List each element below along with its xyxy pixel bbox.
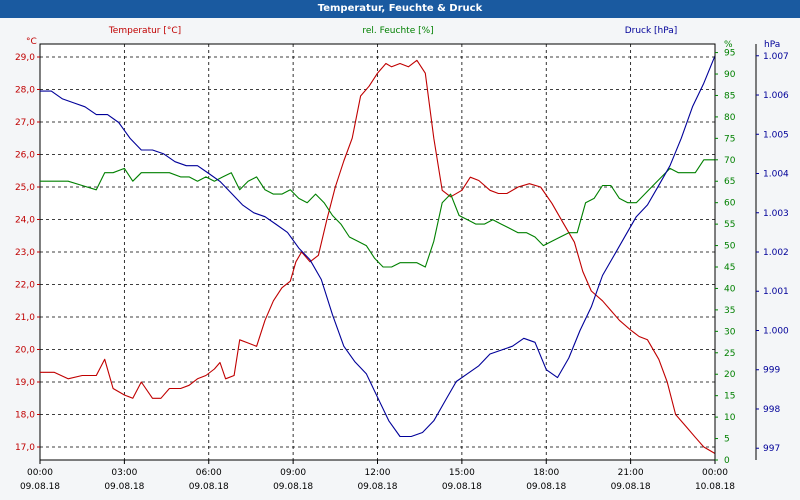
- temperature-tick-label: 23,0: [15, 248, 35, 258]
- chart-title: Temperatur, Feuchte & Druck: [0, 0, 800, 18]
- humidity-tick-label: 0: [724, 456, 730, 466]
- pressure-tick-label: 1.003: [763, 209, 789, 219]
- temperature-tick-label: 20,0: [15, 346, 35, 356]
- humidity-tick-label: 25: [724, 349, 735, 359]
- temperature-tick-label: 28,0: [15, 86, 35, 96]
- humidity-tick-label: 75: [724, 134, 735, 144]
- grid-lines: [40, 44, 715, 460]
- humidity-tick-label: 40: [724, 284, 736, 294]
- humidity-tick-label: 55: [724, 220, 735, 230]
- pressure-tick-label: 1.005: [763, 130, 789, 140]
- humidity-tick-label: 5: [724, 435, 730, 445]
- pressure-tick-label: 998: [763, 405, 780, 415]
- temperature-tick-label: 17,0: [15, 443, 35, 453]
- humidity-tick-label: 20: [724, 370, 736, 380]
- humidity-tick-label: 65: [724, 177, 735, 187]
- temperature-tick-label: 27,0: [15, 118, 35, 128]
- humidity-tick-label: 90: [724, 70, 736, 80]
- temperature-tick-label: 24,0: [15, 216, 35, 226]
- humidity-series-line: [40, 159, 715, 268]
- temperature-tick-label: 21,0: [15, 313, 35, 323]
- x-tick-date-label: 09.08.18: [189, 482, 229, 492]
- x-tick-time-label: 09:00: [280, 468, 306, 478]
- temperature-tick-label: 18,0: [15, 411, 35, 421]
- pressure-tick-label: 1.001: [763, 287, 789, 297]
- temperature-legend: Temperatur [°C]: [108, 26, 181, 36]
- temperature-unit-label: °C: [26, 37, 37, 47]
- temperature-tick-label: 29,0: [15, 53, 35, 63]
- x-tick-date-label: 10.08.18: [695, 482, 735, 492]
- x-tick-time-label: 15:00: [449, 468, 475, 478]
- x-tick-date-label: 09.08.18: [273, 482, 313, 492]
- pressure-tick-label: 1.000: [763, 326, 789, 336]
- x-tick-date-label: 09.08.18: [611, 482, 651, 492]
- pressure-unit-label: hPa: [764, 40, 780, 50]
- humidity-tick-label: 60: [724, 199, 736, 209]
- humidity-tick-label: 30: [724, 327, 736, 337]
- pressure-tick-label: 997: [763, 444, 780, 454]
- pressure-tick-label: 1.007: [763, 52, 789, 62]
- humidity-tick-label: 45: [724, 263, 735, 273]
- pressure-tick-label: 999: [763, 366, 780, 376]
- pressure-tick-label: 1.002: [763, 248, 789, 258]
- temperature-tick-label: 22,0: [15, 281, 35, 291]
- humidity-tick-label: 70: [724, 156, 736, 166]
- x-tick-time-label: 18:00: [533, 468, 559, 478]
- humidity-tick-label: 95: [724, 49, 735, 59]
- chart-canvas: 00:00 09.08.18 03:00 09.08.18 06:00 09.08.18 0…: [15, 26, 789, 492]
- pressure-legend: Druck [hPa]: [625, 26, 678, 36]
- humidity-tick-label: 80: [724, 113, 736, 123]
- pressure-series-line: [40, 55, 716, 438]
- x-tick-time-label: 12:00: [365, 468, 391, 478]
- x-tick-date-label: 09.08.18: [357, 482, 397, 492]
- humidity-tick-label: 10: [724, 413, 736, 423]
- pressure-tick-label: 1.004: [763, 170, 789, 180]
- x-tick-time-label: 03:00: [111, 468, 137, 478]
- x-tick-date-label: 09.08.18: [20, 482, 60, 492]
- x-tick-date-label: 09.08.18: [526, 482, 566, 492]
- humidity-unit-label: %: [724, 40, 733, 50]
- x-tick-time-label: 06:00: [196, 468, 222, 478]
- temperature-series-line: [40, 59, 716, 454]
- x-tick-time-label: 00:00: [27, 468, 53, 478]
- humidity-tick-label: 35: [724, 306, 735, 316]
- temperature-tick-label: 25,0: [15, 183, 35, 193]
- humidity-legend: rel. Feuchte [%]: [362, 26, 433, 36]
- humidity-tick-label: 50: [724, 242, 736, 252]
- x-tick-time-label: 00:00: [702, 468, 728, 478]
- pressure-tick-label: 1.006: [763, 91, 789, 101]
- temperature-tick-label: 26,0: [15, 151, 35, 161]
- x-tick-date-label: 09.08.18: [104, 482, 144, 492]
- x-tick-time-label: 21:00: [618, 468, 644, 478]
- temperature-tick-label: 19,0: [15, 378, 35, 388]
- humidity-tick-label: 15: [724, 392, 735, 402]
- humidity-tick-label: 85: [724, 91, 735, 101]
- x-tick-date-label: 09.08.18: [442, 482, 482, 492]
